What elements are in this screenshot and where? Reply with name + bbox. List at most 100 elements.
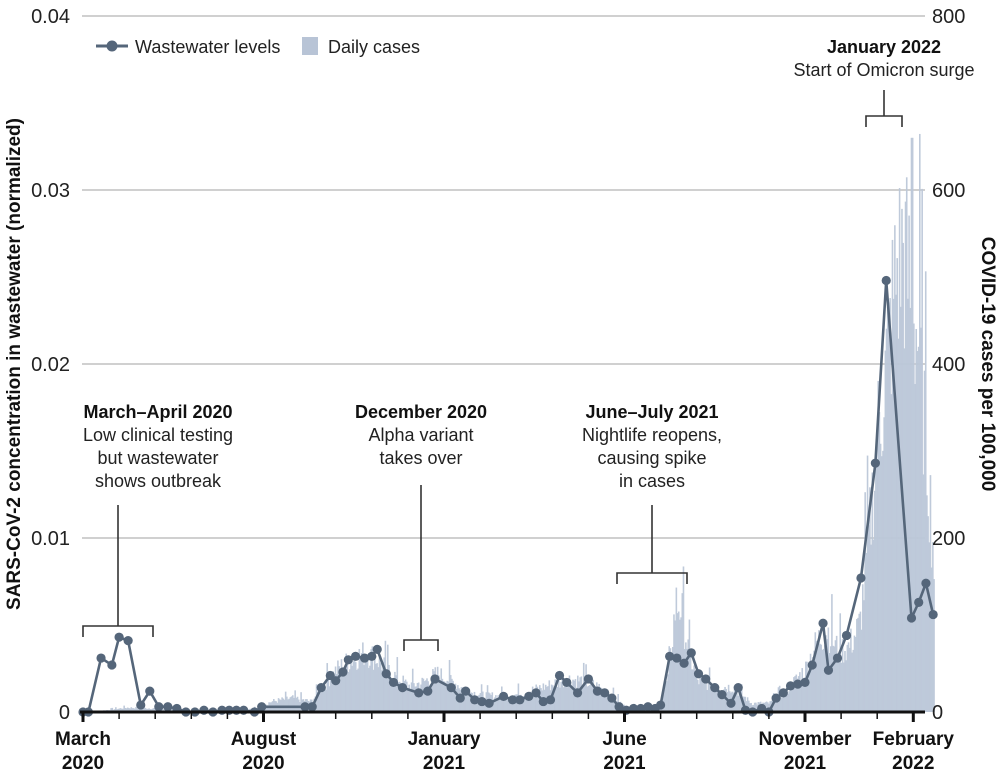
daily-case-bar: [859, 611, 862, 712]
wastewater-point: [114, 632, 124, 642]
daily-case-bar: [914, 383, 916, 712]
daily-case-bar: [723, 689, 725, 712]
daily-case-bar: [843, 662, 845, 712]
daily-case-bar: [451, 678, 453, 712]
daily-case-bar: [593, 686, 596, 712]
daily-case-bar: [148, 708, 150, 712]
daily-case-bar: [873, 490, 876, 712]
daily-case-bar: [505, 693, 508, 712]
daily-case-bar: [353, 657, 356, 712]
daily-case-bar: [420, 684, 422, 712]
daily-case-bar: [338, 666, 340, 712]
daily-case-bar: [584, 677, 586, 712]
x-tick-label-year: 2022: [892, 753, 934, 774]
annotation: June–July 2021 Nightlife reopens, causing …: [582, 402, 722, 584]
daily-case-bar: [281, 697, 283, 712]
daily-case-bar: [430, 679, 433, 712]
daily-case-bar: [562, 687, 565, 712]
daily-case-bar: [117, 708, 120, 712]
wastewater-series-line: [83, 279, 935, 714]
daily-case-bar: [136, 708, 139, 712]
annotation-title: December 2020: [355, 402, 487, 422]
daily-case-bar: [865, 552, 868, 712]
daily-case-bar: [582, 662, 585, 712]
daily-case-bar: [807, 675, 809, 712]
daily-case-bar: [125, 708, 128, 712]
annotations: March–April 2020 Low clinical testing but …: [82, 37, 975, 651]
daily-case-bar: [882, 450, 884, 712]
daily-case-bar: [495, 695, 497, 712]
daily-case-bar: [436, 666, 439, 712]
daily-case-bar: [147, 708, 149, 712]
daily-case-bar: [537, 690, 540, 712]
daily-case-bar: [140, 708, 142, 712]
wastewater-point: [928, 609, 938, 620]
daily-case-bar: [910, 137, 913, 713]
daily-case-bar: [331, 681, 333, 712]
wastewater-point: [461, 686, 471, 696]
daily-case-bar: [744, 696, 747, 712]
daily-case-bar: [605, 692, 608, 712]
daily-case-bar: [525, 695, 528, 712]
daily-case-bar: [846, 644, 849, 712]
daily-case-bar: [347, 671, 350, 712]
annotation-text: in cases: [619, 471, 685, 491]
daily-case-bar: [600, 687, 603, 712]
daily-case-bar: [371, 646, 374, 712]
daily-case-bar: [441, 678, 444, 712]
daily-case-bar: [892, 298, 895, 712]
legend-swatch-icon: [302, 37, 318, 55]
daily-case-bar: [876, 465, 878, 712]
wastewater-point: [423, 686, 433, 696]
daily-case-bar: [691, 669, 693, 712]
y-right-tick-label: 200: [932, 528, 965, 550]
daily-case-bar: [769, 701, 771, 712]
annotation-text: causing spike: [597, 448, 706, 468]
daily-case-bar: [790, 689, 793, 712]
daily-case-bar: [425, 680, 427, 712]
wastewater-point: [592, 686, 603, 696]
daily-case-bar: [334, 666, 337, 712]
daily-case-bar: [534, 689, 536, 712]
daily-case-bar: [354, 662, 357, 712]
daily-case-bar: [446, 680, 448, 712]
daily-case-bar: [596, 682, 598, 712]
daily-case-bar: [568, 675, 571, 712]
daily-case-bar: [788, 691, 790, 712]
daily-case-bar: [518, 697, 521, 712]
daily-case-bar: [511, 698, 514, 712]
daily-case-bar: [902, 242, 904, 712]
daily-case-bar: [844, 650, 846, 712]
annotation-bracket: [82, 625, 154, 637]
daily-case-bar: [110, 708, 112, 712]
daily-case-bar: [141, 707, 143, 712]
daily-case-bar: [154, 708, 156, 712]
annotation-title: June–July 2021: [585, 402, 718, 422]
daily-case-bar: [862, 584, 864, 712]
daily-case-bar: [800, 681, 802, 712]
y-axis-left: 0 0.01 0.02 0.03 0.04: [31, 6, 70, 724]
daily-case-bar: [870, 544, 872, 712]
daily-case-bar: [360, 653, 363, 712]
daily-case-bar: [663, 689, 666, 712]
x-tick-label-month: February: [873, 729, 955, 750]
daily-case-bar: [332, 671, 334, 712]
y-left-tick-label: 0.02: [31, 354, 70, 376]
daily-case-bar: [408, 684, 410, 712]
daily-case-bar: [382, 662, 384, 712]
wastewater-point: [107, 660, 117, 670]
daily-case-bar: [422, 678, 425, 712]
wastewater-point: [785, 681, 796, 691]
wastewater-point: [607, 693, 617, 703]
daily-case-bar: [440, 668, 443, 712]
x-tick-label-month: January: [408, 729, 481, 750]
daily-case-bar: [883, 417, 885, 712]
wastewater-point: [906, 613, 917, 623]
daily-case-bar: [869, 487, 871, 712]
daily-case-bar: [321, 690, 324, 712]
daily-case-bar: [449, 675, 452, 712]
daily-case-bar: [122, 708, 124, 712]
daily-case-bar: [572, 679, 574, 712]
daily-case-bar: [502, 695, 504, 712]
daily-case-bar: [685, 642, 687, 712]
